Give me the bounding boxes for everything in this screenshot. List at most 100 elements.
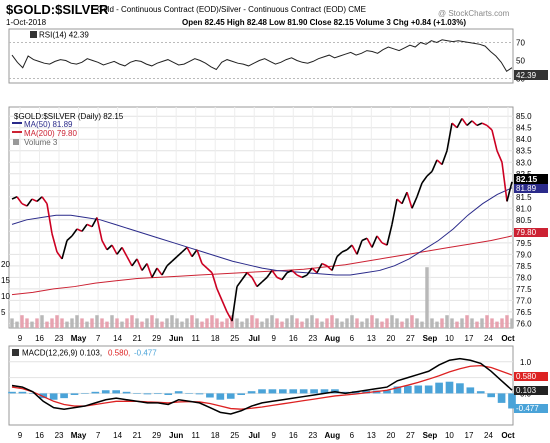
volume-bar bbox=[295, 318, 299, 328]
volume-bar bbox=[490, 318, 494, 328]
close-segment bbox=[316, 263, 323, 274]
date-tick-label: Aug bbox=[325, 334, 341, 343]
volume-bar bbox=[310, 315, 314, 328]
volume-bar bbox=[145, 318, 149, 328]
macd-date-tick-label: 29 bbox=[152, 431, 161, 440]
close-segment bbox=[106, 244, 113, 251]
volume-bar bbox=[320, 321, 324, 328]
macd-date-tick-label: Aug bbox=[325, 431, 341, 440]
macd-hist-bar bbox=[206, 393, 214, 398]
macd-date-tick-label: 9 bbox=[18, 431, 23, 440]
close-segment bbox=[371, 235, 378, 248]
macd-hist-bar bbox=[91, 391, 100, 394]
volume-tick-label: 20 bbox=[1, 260, 10, 269]
close-segment bbox=[506, 181, 513, 202]
ma200-last-box bbox=[514, 228, 548, 237]
chart-symbol-title: $GOLD:$SILVER bbox=[6, 2, 109, 17]
volume-bar bbox=[475, 321, 479, 328]
close-segment bbox=[156, 267, 163, 276]
close-segment bbox=[391, 198, 398, 225]
volume-bar bbox=[25, 318, 29, 328]
close-segment bbox=[141, 263, 148, 271]
volume-bar bbox=[60, 318, 64, 328]
date-tick-label: 27 bbox=[406, 334, 415, 343]
close-segment bbox=[166, 260, 173, 267]
macd-hist-bar bbox=[143, 393, 152, 395]
volume-bar bbox=[150, 315, 154, 328]
close-segment bbox=[276, 276, 283, 281]
close-segment bbox=[76, 228, 83, 233]
volume-bar bbox=[375, 318, 379, 328]
stockcharts-watermark: @ StockCharts.com bbox=[438, 9, 510, 18]
volume-bar bbox=[245, 318, 249, 328]
close-segment bbox=[116, 246, 123, 255]
macd-date-tick-label: 16 bbox=[289, 431, 298, 440]
close-last-label: 82.15 bbox=[516, 174, 538, 184]
volume-bar bbox=[175, 318, 179, 328]
volume-bar bbox=[155, 318, 159, 328]
macd-hist-bar bbox=[435, 382, 443, 394]
volume-bar bbox=[335, 318, 339, 328]
macd-hist-bar bbox=[497, 393, 506, 403]
volume-bar bbox=[95, 315, 99, 328]
volume-tick-label: 10 bbox=[1, 292, 10, 301]
close-segment bbox=[436, 159, 443, 166]
close-segment bbox=[476, 122, 483, 127]
macd-hist-bar bbox=[456, 383, 464, 394]
volume-bar bbox=[325, 318, 329, 328]
close-segment bbox=[481, 122, 488, 127]
macd-hist-last-box bbox=[514, 404, 548, 413]
macd-date-tick-label: Sep bbox=[423, 431, 438, 440]
macd-hist-bar bbox=[81, 393, 89, 394]
price-tick-label: 79.0 bbox=[516, 250, 532, 259]
volume-bar bbox=[205, 318, 209, 328]
date-tick-label: 23 bbox=[308, 334, 317, 343]
price-tick-label: 84.5 bbox=[516, 124, 532, 133]
close-segment bbox=[346, 244, 353, 251]
close-segment bbox=[131, 258, 138, 267]
macd-legend-swatch bbox=[12, 349, 19, 356]
macd-date-tick-label: 9 bbox=[272, 431, 277, 440]
macd-hist-bar bbox=[112, 390, 120, 394]
volume-bar bbox=[505, 315, 509, 328]
macd-hist-bar bbox=[185, 393, 193, 394]
volume-bar bbox=[210, 315, 214, 328]
close-segment bbox=[71, 228, 78, 237]
close-segment bbox=[431, 159, 438, 172]
macd-hist-bar bbox=[8, 391, 16, 394]
macd-hist-bar bbox=[60, 393, 68, 399]
close-segment bbox=[221, 300, 228, 313]
macd-hist-bar bbox=[289, 389, 298, 394]
price-tick-label: 76.0 bbox=[516, 319, 532, 328]
price-tick-label: 81.0 bbox=[516, 204, 532, 213]
volume-bar bbox=[160, 321, 164, 328]
price-tick-label: 78.0 bbox=[516, 273, 532, 282]
date-tick-label: 7 bbox=[96, 334, 101, 343]
macd-date-tick-label: 11 bbox=[192, 431, 201, 440]
close-segment bbox=[216, 288, 223, 301]
volume-bar bbox=[90, 318, 94, 328]
volume-bar bbox=[360, 321, 364, 328]
close-segment bbox=[21, 202, 28, 207]
close-segment bbox=[261, 276, 268, 283]
rsi-frame bbox=[8, 28, 514, 84]
close-segment bbox=[126, 256, 133, 267]
volume-bar bbox=[485, 315, 489, 328]
date-tick-label: 29 bbox=[152, 334, 161, 343]
ma50-legend-swatch bbox=[12, 122, 22, 124]
macd-hist-bar bbox=[310, 389, 318, 394]
volume-bar bbox=[30, 321, 34, 328]
close-segment bbox=[231, 286, 238, 322]
macd-date-tick-label: May bbox=[71, 431, 87, 440]
date-tick-label: 17 bbox=[465, 334, 474, 343]
close-segment bbox=[331, 256, 338, 271]
volume-bar bbox=[235, 318, 239, 328]
date-tick-label: 24 bbox=[484, 334, 493, 343]
macd-hist-bar bbox=[195, 393, 204, 395]
volume-legend: Volume 3 bbox=[24, 138, 58, 147]
close-segment bbox=[396, 198, 403, 205]
volume-bar bbox=[65, 321, 69, 328]
date-tick-label: 16 bbox=[35, 334, 44, 343]
close-segment bbox=[51, 233, 58, 253]
close-segment bbox=[251, 276, 258, 287]
